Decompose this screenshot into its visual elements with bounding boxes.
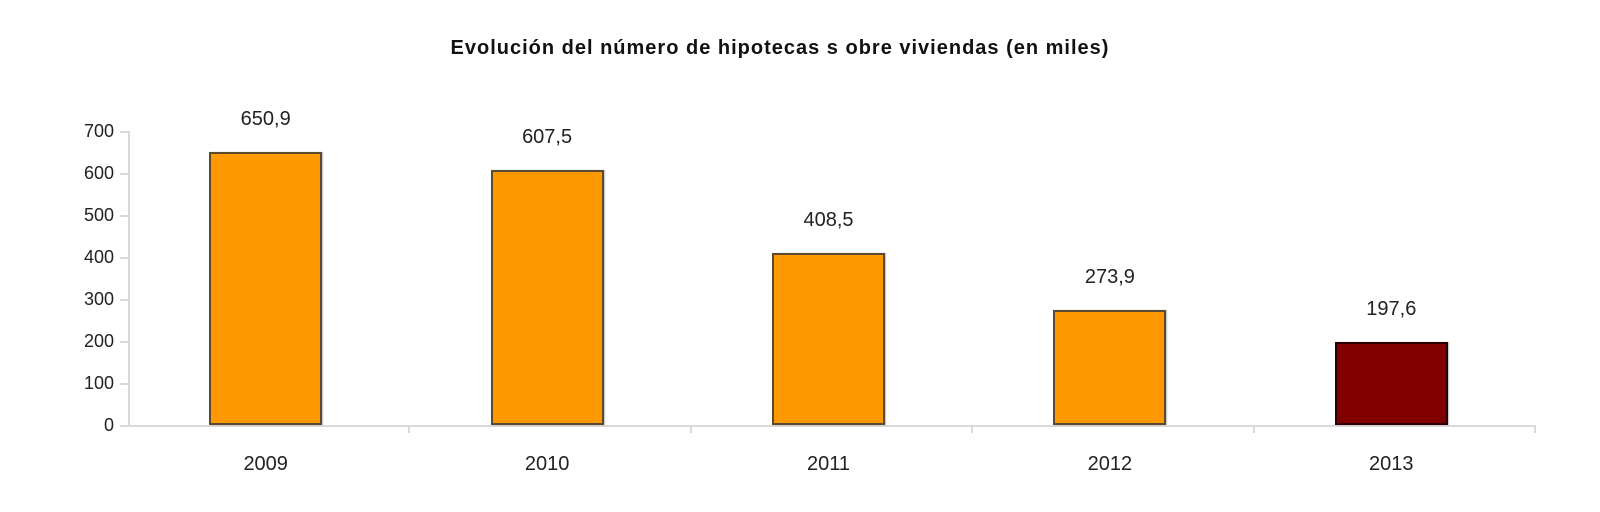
y-tick	[120, 215, 128, 217]
y-tick-label: 0	[103, 415, 114, 435]
y-tick-label: 400	[83, 247, 114, 267]
x-tick-label: 2011	[806, 453, 850, 475]
data-label-2012: 273,9	[1084, 265, 1135, 288]
y-tick	[120, 383, 128, 385]
x-tick	[1252, 425, 1255, 433]
x-axis	[120, 425, 1535, 427]
y-tick	[120, 173, 128, 175]
x-tick-label: 2010	[524, 453, 570, 475]
data-label-2011: 408,5	[803, 209, 854, 232]
x-tick	[408, 425, 411, 433]
y-tick-label: 300	[83, 289, 114, 309]
data-label-2010: 607,5	[522, 125, 573, 148]
bar-2012	[1053, 309, 1167, 425]
data-label-2013: 197,6	[1366, 298, 1417, 320]
data-label-2009: 650,9	[240, 107, 291, 130]
y-tick	[120, 257, 128, 259]
x-tick-label: 2012	[1087, 453, 1133, 475]
y-tick-label: 600	[83, 163, 114, 183]
x-tick	[1534, 425, 1536, 433]
y-tick	[120, 425, 128, 427]
y-tick-label: 200	[83, 331, 114, 351]
bar-2011	[772, 253, 885, 425]
chart-title: Evolución del número de hipotecas s obre…	[450, 37, 1110, 59]
plot-area: 0 100 200 300 400 500 600 700 650,9 2009 607,5 2010…	[84, 108, 1536, 475]
x-tick-label: 2013	[1369, 453, 1414, 475]
y-tick	[120, 131, 128, 133]
y-tick-label: 700	[83, 121, 114, 141]
y-tick-label: 500	[83, 205, 114, 225]
y-axis	[128, 131, 130, 427]
bar-2009	[209, 151, 323, 425]
x-tick	[689, 425, 692, 433]
y-tick	[120, 341, 128, 343]
bar-2010	[490, 169, 604, 425]
bar-2013	[1334, 342, 1448, 425]
x-tick-label: 2009	[243, 453, 288, 475]
y-tick-label: 100	[83, 373, 114, 393]
y-tick	[120, 299, 128, 301]
x-tick	[971, 425, 974, 433]
